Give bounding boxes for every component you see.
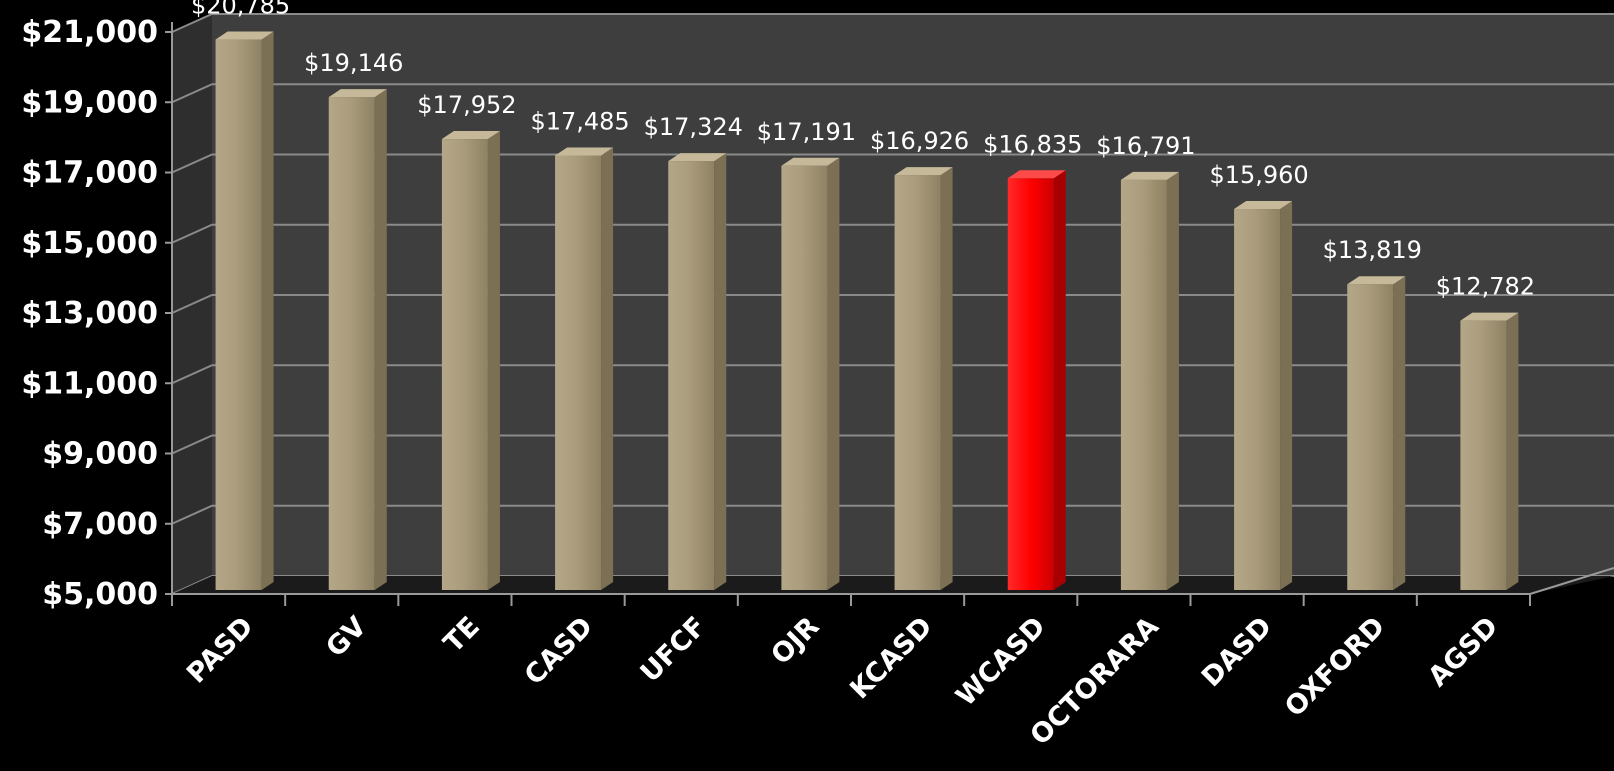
data-label: $16,835	[983, 130, 1082, 158]
gridline	[171, 83, 1614, 104]
bar-top	[1120, 171, 1179, 180]
x-tick-label: PASD	[181, 611, 260, 690]
bar	[668, 153, 727, 590]
bar	[1120, 171, 1179, 590]
data-label: $12,782	[1436, 273, 1535, 301]
bar	[894, 167, 953, 590]
bar-side	[1393, 276, 1406, 590]
bar-side	[1280, 201, 1293, 590]
y-axis-ticks: $5,000 $7,000 $9,000 $11,000 $13,000 $15,000 $…	[21, 15, 172, 612]
data-label: $19,146	[304, 49, 403, 77]
bar	[1347, 276, 1406, 590]
bar-side	[940, 167, 953, 590]
bar-front	[668, 161, 715, 590]
data-label: $15,960	[1209, 161, 1308, 189]
x-tick-label: CASD	[519, 611, 599, 691]
gridline	[171, 153, 1614, 174]
y-tick-label: $7,000	[42, 507, 158, 542]
data-labels: $20,785 $19,146 $17,952 $17,485 $17,324 $17,1…	[191, 0, 1535, 301]
x-tick-label: TE	[438, 611, 486, 659]
bar-top	[894, 167, 953, 176]
data-label: $16,926	[870, 127, 969, 155]
x-tick-label: GV	[320, 611, 372, 663]
bar-front	[215, 39, 262, 590]
bar-top	[668, 153, 727, 162]
bar-side	[1506, 312, 1519, 590]
bar-top	[441, 131, 500, 140]
y-tick-label: $11,000	[21, 366, 158, 401]
bar-side	[487, 131, 500, 590]
bar-front	[1234, 209, 1281, 590]
bar	[1460, 312, 1519, 590]
gridline	[171, 13, 1614, 33]
y-tick-label: $21,000	[21, 15, 158, 50]
bar-front	[1007, 178, 1054, 590]
bar-front	[1120, 179, 1167, 590]
data-label: $20,785	[191, 0, 290, 20]
bar-top	[215, 31, 274, 40]
bar-front	[1460, 320, 1507, 590]
bar-side	[374, 89, 387, 590]
data-label: $17,485	[530, 107, 629, 135]
bar-front	[781, 165, 828, 590]
bar	[1234, 201, 1293, 590]
bar	[441, 131, 500, 590]
y-tick-label: $17,000	[21, 156, 158, 191]
data-label: $17,191	[757, 118, 856, 146]
x-tick-label: UFCF	[635, 611, 713, 689]
y-tick-label: $13,000	[21, 296, 158, 331]
bar-top	[1234, 201, 1293, 210]
bar	[781, 157, 840, 590]
bar-front	[328, 97, 375, 590]
bar-front	[894, 175, 941, 590]
bar-side	[1166, 171, 1179, 590]
x-axis-depth-line	[1529, 567, 1614, 595]
x-tick-label: DASD	[1196, 611, 1278, 693]
bar-side	[1053, 170, 1066, 590]
x-tick-label: AGSD	[1422, 611, 1504, 693]
y-tick-label: $5,000	[42, 577, 158, 612]
bar-top	[781, 157, 840, 166]
bar-side	[601, 147, 614, 591]
bar-side	[827, 157, 840, 590]
x-tick-label: OXFORD	[1279, 611, 1391, 723]
bar-front	[555, 155, 602, 591]
data-label: $17,324	[644, 113, 743, 141]
bar	[555, 147, 614, 591]
y-tick-label: $9,000	[42, 437, 158, 472]
x-tick-label: WCASD	[950, 611, 1051, 712]
bar-top	[1347, 276, 1406, 285]
bar-front	[1347, 284, 1394, 590]
x-tick-label: OJR	[765, 611, 825, 671]
bar-top	[555, 147, 614, 156]
bar-front	[441, 139, 488, 590]
data-label: $16,791	[1096, 132, 1195, 160]
y-tick-label: $15,000	[21, 226, 158, 261]
x-tick-label: KCASD	[844, 611, 938, 705]
bar-top	[1007, 170, 1066, 179]
y-tick-label: $19,000	[21, 85, 158, 120]
bars	[215, 31, 1519, 591]
bar-top	[328, 89, 387, 98]
data-label: $17,952	[417, 91, 516, 119]
bar	[1007, 170, 1066, 590]
bar-side	[714, 153, 727, 590]
bar-top	[1460, 312, 1519, 321]
bar	[328, 89, 387, 590]
data-label: $13,819	[1323, 236, 1422, 264]
bar-side	[261, 31, 274, 590]
bar	[215, 31, 274, 590]
